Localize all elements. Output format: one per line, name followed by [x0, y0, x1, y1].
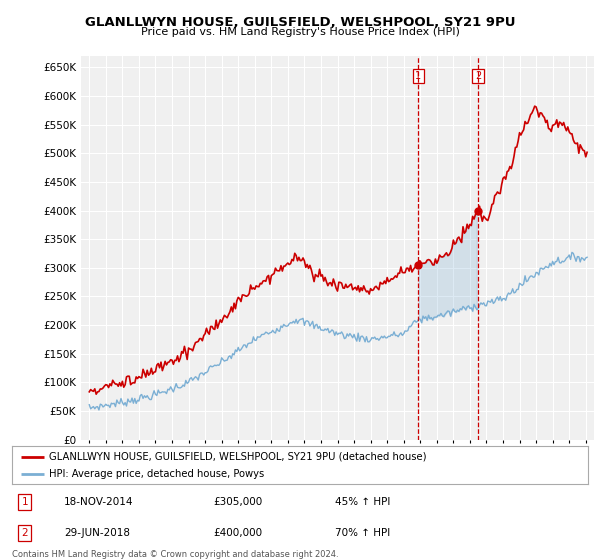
Text: 29-JUN-2018: 29-JUN-2018 — [64, 528, 130, 538]
Text: 2: 2 — [22, 528, 28, 538]
Text: GLANLLWYN HOUSE, GUILSFIELD, WELSHPOOL, SY21 9PU: GLANLLWYN HOUSE, GUILSFIELD, WELSHPOOL, … — [85, 16, 515, 29]
Text: GLANLLWYN HOUSE, GUILSFIELD, WELSHPOOL, SY21 9PU (detached house): GLANLLWYN HOUSE, GUILSFIELD, WELSHPOOL, … — [49, 452, 427, 462]
Text: 18-NOV-2014: 18-NOV-2014 — [64, 497, 133, 507]
Text: 45% ↑ HPI: 45% ↑ HPI — [335, 497, 390, 507]
Text: Contains HM Land Registry data © Crown copyright and database right 2024.
This d: Contains HM Land Registry data © Crown c… — [12, 550, 338, 560]
Text: £305,000: £305,000 — [214, 497, 263, 507]
Text: 2: 2 — [475, 71, 481, 81]
Text: 1: 1 — [415, 71, 421, 81]
Text: 70% ↑ HPI: 70% ↑ HPI — [335, 528, 390, 538]
Text: HPI: Average price, detached house, Powys: HPI: Average price, detached house, Powy… — [49, 469, 265, 479]
Text: £400,000: £400,000 — [214, 528, 263, 538]
Text: Price paid vs. HM Land Registry's House Price Index (HPI): Price paid vs. HM Land Registry's House … — [140, 27, 460, 37]
Text: 1: 1 — [22, 497, 28, 507]
